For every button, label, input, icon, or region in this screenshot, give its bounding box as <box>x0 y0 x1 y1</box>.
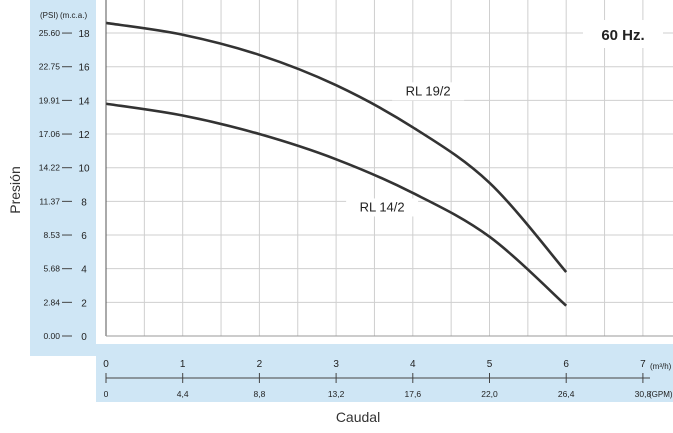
x-tick-label-gpm: 4,4 <box>177 389 189 399</box>
y-tick-label-mca: 16 <box>78 63 90 74</box>
y-tick-label-psi: 0.00 <box>43 331 60 341</box>
x-axis-title: Caudal <box>336 409 380 425</box>
series-line <box>105 102 568 307</box>
x-tick-label-m3h: 4 <box>410 359 416 370</box>
x-tick-label-gpm: 13,2 <box>328 389 345 399</box>
y-tick-label-mca: 0 <box>81 332 87 343</box>
y-tick-label-psi: 2.84 <box>43 297 60 307</box>
y-tick-label-psi: 17.06 <box>39 129 61 139</box>
frequency-badge-box <box>583 20 663 48</box>
frequency-badge: 60 Hz. <box>601 27 644 44</box>
x-unit-gpm: (GPM) <box>649 390 673 399</box>
x-tick-label-m3h: 2 <box>257 359 263 370</box>
y-tick-label-mca: 6 <box>81 231 87 242</box>
y-tick-label-psi: 8.53 <box>43 230 60 240</box>
y-unit-mca: (m.c.a.) <box>60 11 87 20</box>
y-tick-label-psi: 25.60 <box>39 28 61 38</box>
x-tick-label-gpm: 22,0 <box>481 389 498 399</box>
y-tick-label-psi: 22.75 <box>39 62 61 72</box>
labels: 0246810121416180.002.845.688.5311.3714.2… <box>39 28 652 399</box>
y-axis-title: Presión <box>7 166 23 213</box>
y-tick-label-psi: 14.22 <box>39 163 61 173</box>
x-axis-panel <box>96 344 673 402</box>
series-group <box>105 21 568 307</box>
series-label: RL 19/2 <box>406 83 451 98</box>
y-tick-label-mca: 4 <box>81 265 87 276</box>
x-tick-label-gpm: 30,8 <box>635 389 652 399</box>
x-tick-label-gpm: 26,4 <box>558 389 575 399</box>
y-axis-panel <box>30 0 96 356</box>
grid <box>106 0 673 336</box>
axes <box>62 0 673 383</box>
series-label-bg <box>346 198 419 217</box>
y-tick-label-psi: 19.91 <box>39 95 61 105</box>
plot-area <box>106 0 673 344</box>
y-tick-label-psi: 5.68 <box>43 264 60 274</box>
x-tick-label-m3h: 6 <box>563 359 569 370</box>
x-tick-label-m3h: 0 <box>103 359 109 370</box>
x-tick-label-gpm: 0 <box>104 389 109 399</box>
y-tick-label-mca: 18 <box>78 29 90 40</box>
x-unit-m3h: (m³/h) <box>650 362 672 371</box>
y-tick-label-mca: 12 <box>78 130 90 141</box>
x-tick-label-gpm: 8,8 <box>253 389 265 399</box>
series-line <box>105 21 568 273</box>
y-unit-psi: (PSI) <box>40 11 59 20</box>
series-label: RL 14/2 <box>360 199 405 214</box>
x-tick-label-m3h: 1 <box>180 359 186 370</box>
y-tick-label-mca: 8 <box>81 197 87 208</box>
x-tick-label-m3h: 5 <box>487 359 493 370</box>
y-tick-label-mca: 2 <box>81 298 87 309</box>
y-tick-label-mca: 14 <box>78 96 90 107</box>
y-tick-label-mca: 10 <box>78 164 90 175</box>
y-tick-label-psi: 11.37 <box>39 196 60 206</box>
x-tick-label-m3h: 7 <box>640 359 646 370</box>
series-label-bg <box>392 82 465 101</box>
x-tick-label-m3h: 3 <box>333 359 339 370</box>
x-tick-label-gpm: 17,6 <box>405 389 422 399</box>
